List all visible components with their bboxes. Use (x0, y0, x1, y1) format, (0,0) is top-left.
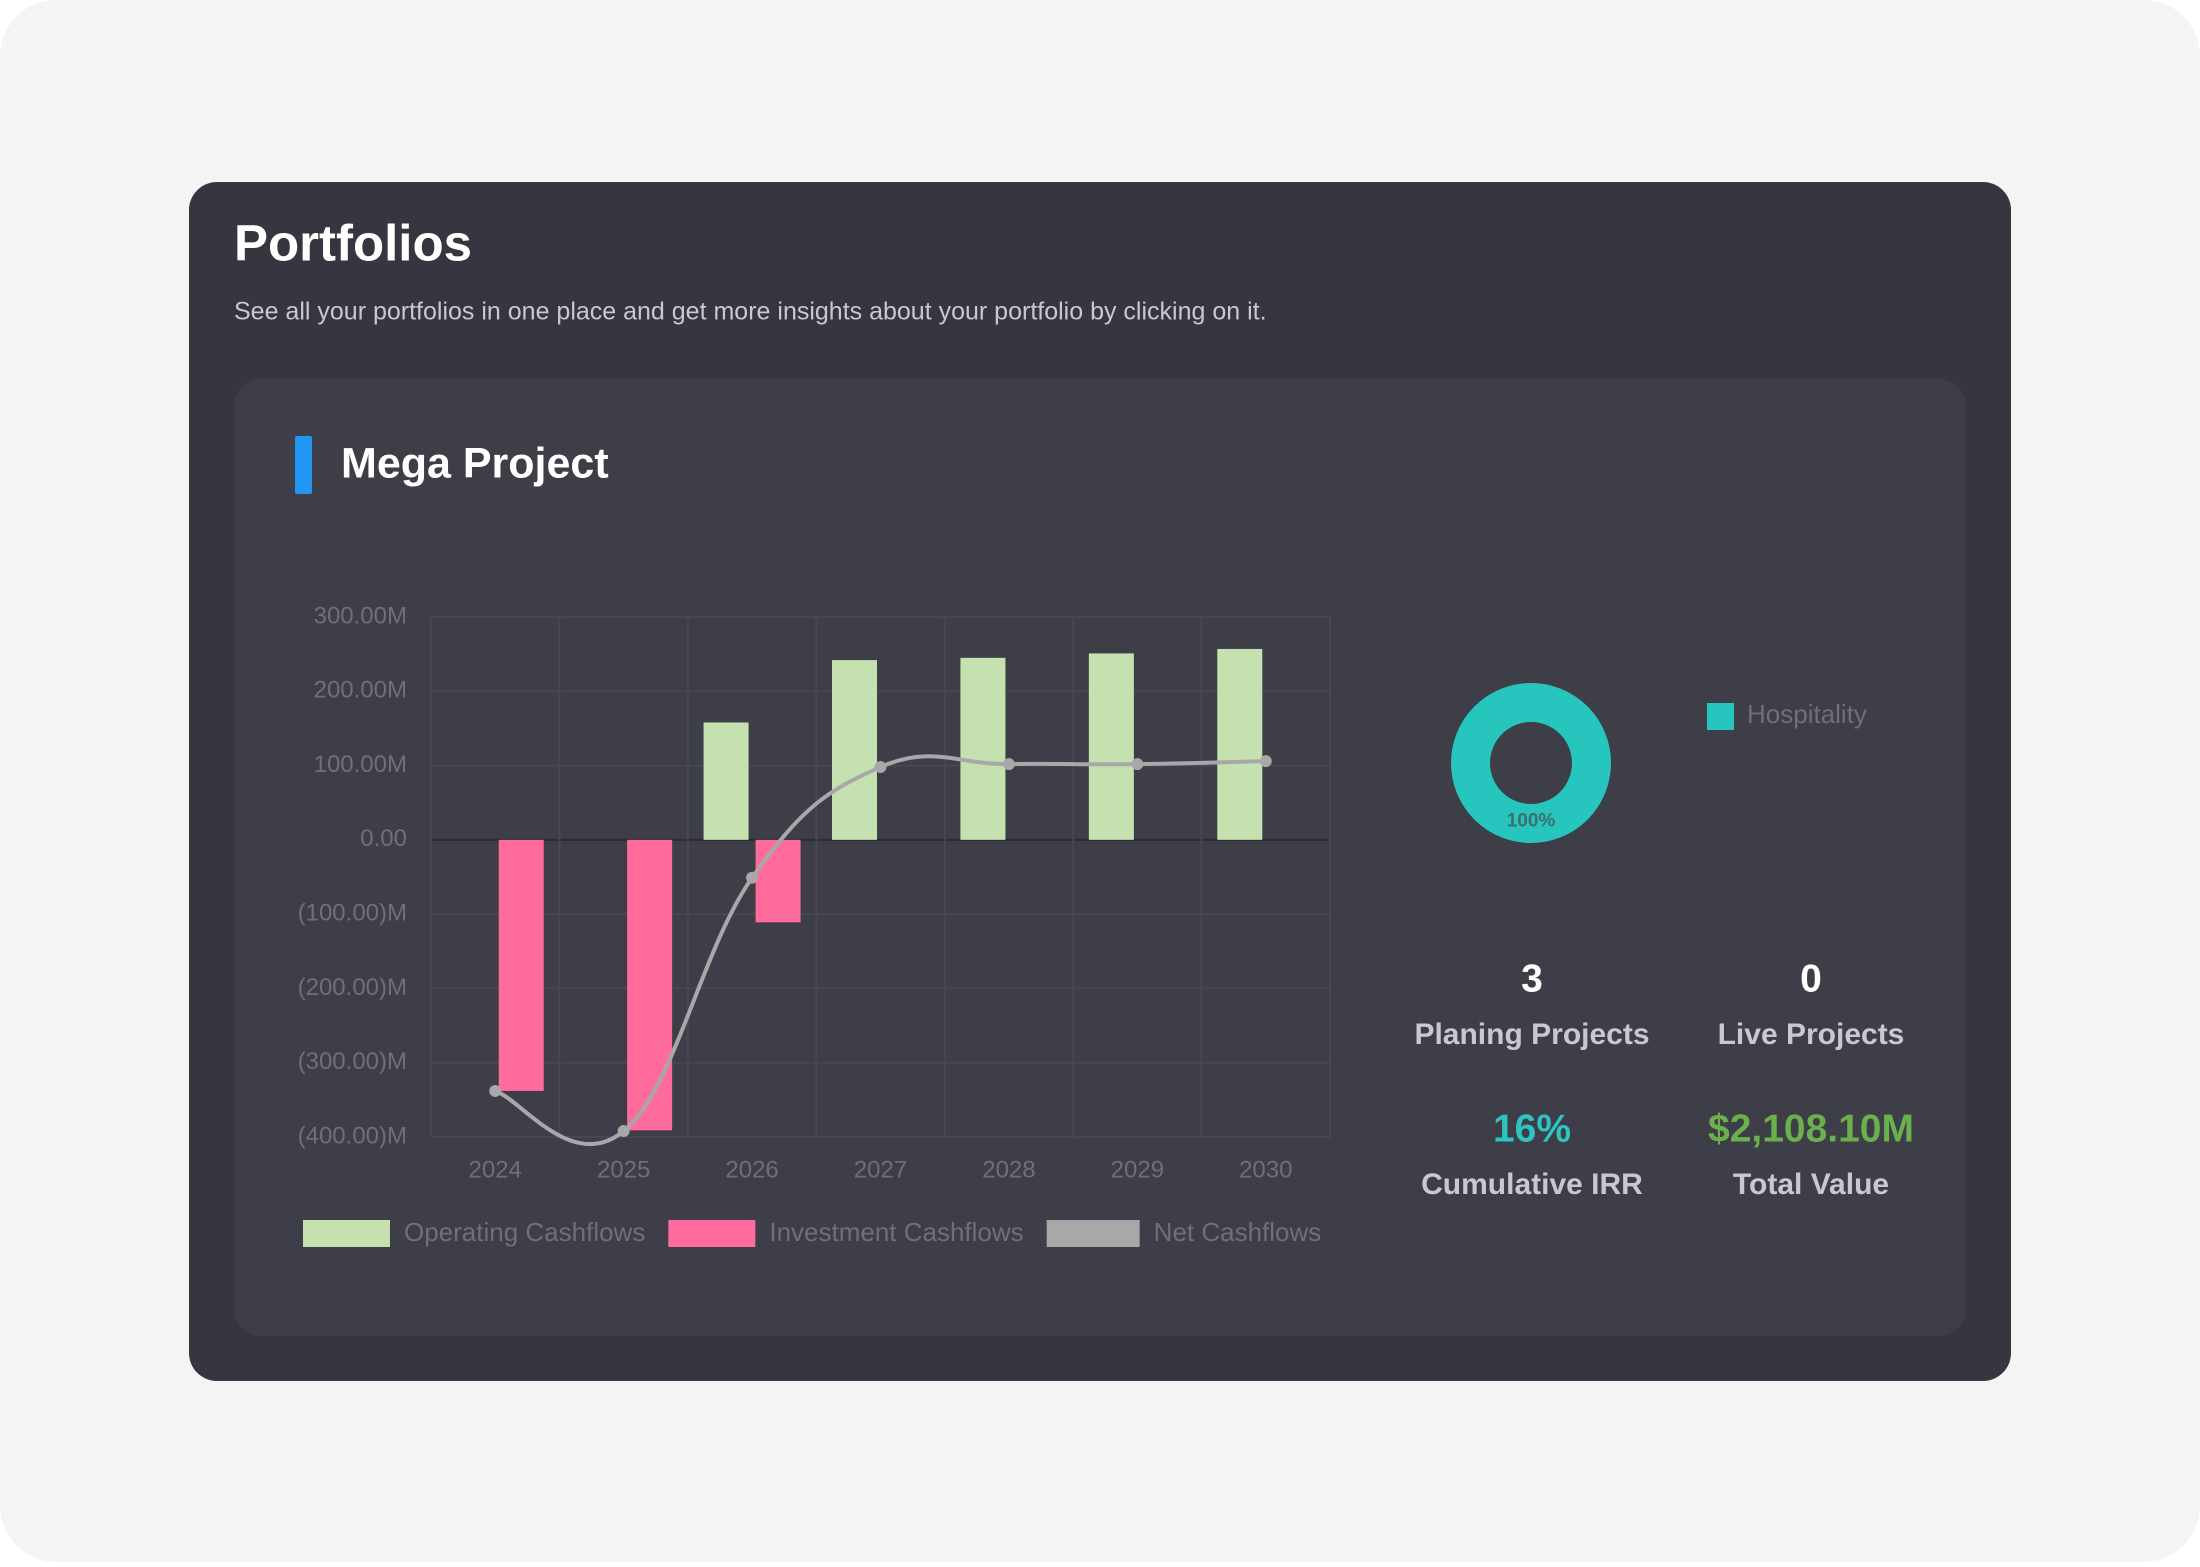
x-tick-label: 2025 (597, 1156, 650, 1183)
legend-swatch (1707, 703, 1734, 730)
y-tick-label: (100.00)M (298, 899, 407, 926)
bar (498, 839, 544, 1091)
legend-swatch (1046, 1220, 1140, 1247)
donut-segment (1451, 683, 1611, 843)
bar (832, 660, 877, 840)
accent-bar (295, 436, 312, 494)
net-point (874, 761, 887, 774)
bar (960, 657, 1006, 840)
y-tick-label: (200.00)M (298, 974, 407, 1001)
bar (755, 839, 801, 923)
legend-swatch (668, 1220, 756, 1247)
donut-label: 100% (1507, 811, 1556, 832)
stat-label: Total Value (1733, 1168, 1889, 1201)
net-point (746, 871, 759, 884)
bar (703, 722, 749, 840)
page-subtitle: See all your portfolios in one place and… (234, 298, 1267, 326)
stat-label: Cumulative IRR (1421, 1168, 1643, 1201)
bar (1088, 653, 1134, 840)
bar (627, 839, 673, 1131)
legend-swatch (303, 1220, 390, 1247)
stat-value: 16% (1493, 1107, 1571, 1150)
stat-label: Live Projects (1718, 1018, 1905, 1051)
page-title: Portfolios (234, 214, 472, 271)
y-tick-label: (400.00)M (298, 1122, 407, 1149)
net-point (489, 1084, 502, 1097)
legend-label: Operating Cashflows (404, 1217, 645, 1247)
net-point (617, 1125, 630, 1138)
y-tick-label: (300.00)M (298, 1048, 407, 1075)
x-tick-label: 2030 (1239, 1156, 1292, 1183)
y-tick-label: 0.00 (360, 825, 407, 852)
stat-value: 3 (1521, 957, 1543, 1000)
legend-label: Investment Cashflows (769, 1217, 1023, 1247)
stat-value: 0 (1800, 957, 1822, 1000)
x-tick-label: 2028 (982, 1156, 1035, 1183)
net-point (1131, 758, 1144, 771)
y-tick-label: 100.00M (314, 751, 407, 778)
project-title: Mega Project (341, 439, 609, 487)
x-tick-label: 2026 (725, 1156, 778, 1183)
project-panel[interactable] (234, 379, 1966, 1336)
x-tick-label: 2027 (854, 1156, 907, 1183)
legend-label: Net Cashflows (1154, 1217, 1322, 1247)
net-point (1259, 755, 1272, 768)
legend-label: Hospitality (1747, 699, 1867, 729)
bar (1217, 648, 1263, 840)
stat-label: Planing Projects (1414, 1018, 1649, 1051)
y-tick-label: 200.00M (314, 677, 407, 704)
y-tick-label: 300.00M (314, 602, 407, 629)
net-point (1002, 758, 1015, 771)
x-tick-label: 2029 (1111, 1156, 1164, 1183)
x-tick-label: 2024 (469, 1156, 522, 1183)
stat-value: $2,108.10M (1708, 1107, 1914, 1150)
